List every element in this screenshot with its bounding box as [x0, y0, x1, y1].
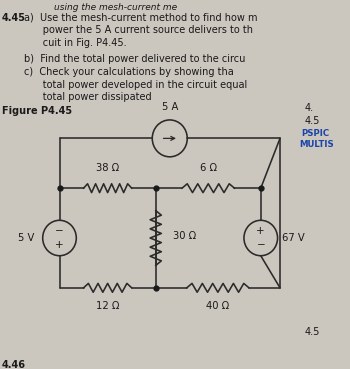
- Text: 4.45: 4.45: [2, 13, 26, 23]
- Text: 4.: 4.: [304, 103, 314, 113]
- Text: +: +: [55, 241, 64, 251]
- Text: total power dissipated: total power dissipated: [24, 92, 152, 102]
- Text: 40 Ω: 40 Ω: [206, 301, 230, 311]
- Text: b)  Find the total power delivered to the circu: b) Find the total power delivered to the…: [24, 54, 245, 63]
- Text: −: −: [55, 225, 64, 235]
- Text: 38 Ω: 38 Ω: [96, 163, 119, 173]
- Text: cuit in Fig. P4.45.: cuit in Fig. P4.45.: [24, 38, 126, 48]
- Text: c)  Check your calculations by showing tha: c) Check your calculations by showing th…: [24, 67, 233, 77]
- Text: 4.5: 4.5: [304, 327, 320, 337]
- Text: MULTIS: MULTIS: [299, 140, 334, 149]
- Text: +: +: [257, 225, 265, 235]
- Text: 6 Ω: 6 Ω: [200, 163, 217, 173]
- Text: −: −: [256, 241, 265, 251]
- Text: 5 V: 5 V: [18, 233, 34, 243]
- Text: 12 Ω: 12 Ω: [96, 301, 119, 311]
- Text: power the 5 A current source delivers to th: power the 5 A current source delivers to…: [24, 25, 253, 35]
- Text: PSPIC: PSPIC: [301, 129, 329, 138]
- Text: total power developed in the circuit equal: total power developed in the circuit equ…: [24, 80, 247, 90]
- Text: 30 Ω: 30 Ω: [173, 231, 196, 241]
- Text: Figure P4.45: Figure P4.45: [2, 106, 72, 116]
- Text: 4.46: 4.46: [2, 360, 26, 369]
- Text: 67 V: 67 V: [282, 233, 304, 243]
- Text: a)  Use the mesh-current method to find how m: a) Use the mesh-current method to find h…: [24, 13, 257, 23]
- Text: using the mesh-current me: using the mesh-current me: [54, 3, 177, 11]
- Text: 5 A: 5 A: [162, 102, 178, 112]
- Text: 4.5: 4.5: [304, 116, 320, 126]
